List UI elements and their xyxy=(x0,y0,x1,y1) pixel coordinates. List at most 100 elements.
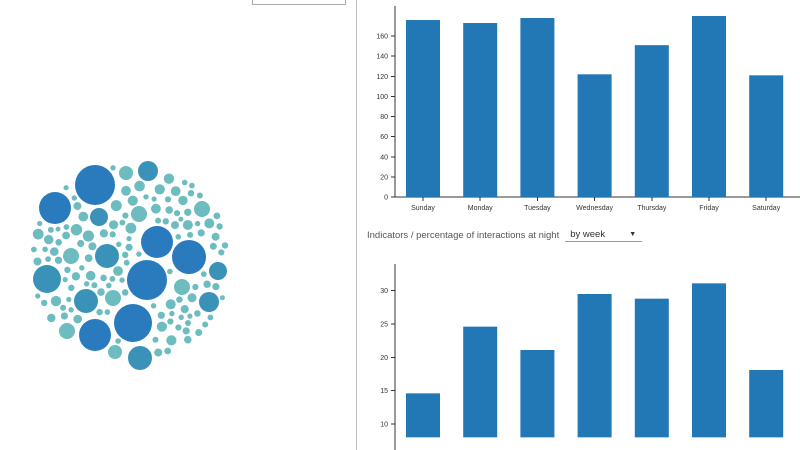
bubble[interactable] xyxy=(41,299,48,307)
bubble-cluster[interactable] xyxy=(0,0,356,450)
bar-monday[interactable] xyxy=(463,326,498,438)
bubble[interactable] xyxy=(219,295,225,301)
bubble[interactable] xyxy=(104,309,111,315)
bubble[interactable] xyxy=(125,243,133,251)
bubble[interactable] xyxy=(204,218,215,229)
bubble[interactable] xyxy=(71,272,81,281)
bubble[interactable] xyxy=(157,311,165,319)
bubble[interactable] xyxy=(136,251,142,257)
bubble[interactable] xyxy=(170,186,181,197)
bubble[interactable] xyxy=(68,284,75,291)
bubble[interactable] xyxy=(63,185,69,191)
bubble[interactable] xyxy=(209,262,227,280)
bubble[interactable] xyxy=(131,206,147,222)
bubble[interactable] xyxy=(180,305,189,314)
bubble[interactable] xyxy=(123,259,130,266)
bubble[interactable] xyxy=(100,274,107,282)
bubble[interactable] xyxy=(122,212,129,219)
bubble[interactable] xyxy=(116,241,122,247)
bubble[interactable] xyxy=(70,224,83,236)
bubble[interactable] xyxy=(71,195,78,201)
bubble[interactable] xyxy=(55,226,61,232)
bubble[interactable] xyxy=(127,260,167,300)
bubble[interactable] xyxy=(84,254,93,262)
bubble[interactable] xyxy=(128,346,152,370)
bubble[interactable] xyxy=(163,173,175,184)
bubble[interactable] xyxy=(62,231,70,240)
bar-sunday[interactable] xyxy=(406,20,440,198)
bubble[interactable] xyxy=(164,347,172,355)
bubble[interactable] xyxy=(176,296,183,303)
bubble[interactable] xyxy=(110,200,122,212)
bubble[interactable] xyxy=(194,220,201,227)
bubble[interactable] xyxy=(115,338,121,344)
bubble[interactable] xyxy=(97,288,105,296)
bubble[interactable] xyxy=(143,194,149,200)
bar-monday[interactable] xyxy=(463,23,498,197)
bubble[interactable] xyxy=(202,321,209,328)
bubble[interactable] xyxy=(82,230,94,242)
bar-sunday[interactable] xyxy=(406,393,440,438)
bubble[interactable] xyxy=(211,232,220,241)
bubble[interactable] xyxy=(125,222,137,234)
bar-tuesday[interactable] xyxy=(520,18,555,198)
bubble[interactable] xyxy=(192,283,199,291)
bubble[interactable] xyxy=(50,295,62,307)
bubble[interactable] xyxy=(32,228,44,240)
bubble[interactable] xyxy=(200,271,207,277)
bubble[interactable] xyxy=(59,323,75,339)
bar-wednesday[interactable] xyxy=(577,294,612,438)
bubble[interactable] xyxy=(207,314,214,321)
bubble[interactable] xyxy=(213,212,221,220)
bubble[interactable] xyxy=(216,223,223,230)
bubble[interactable] xyxy=(187,313,193,319)
bubble[interactable] xyxy=(109,220,119,230)
bar-saturday[interactable] xyxy=(749,75,784,197)
bubble[interactable] xyxy=(189,182,195,189)
bubble[interactable] xyxy=(165,206,173,214)
bubble[interactable] xyxy=(165,299,176,310)
bubble[interactable] xyxy=(79,319,111,351)
bubble[interactable] xyxy=(166,335,177,346)
bubble[interactable] xyxy=(68,307,74,313)
bubble[interactable] xyxy=(119,277,125,283)
bubble[interactable] xyxy=(169,310,175,317)
bubble[interactable] xyxy=(195,329,203,336)
bar-thursday[interactable] xyxy=(634,298,669,438)
bubble[interactable] xyxy=(121,185,131,196)
bubble[interactable] xyxy=(178,314,184,320)
bubble[interactable] xyxy=(221,242,229,249)
bubble[interactable] xyxy=(99,229,108,238)
bubble[interactable] xyxy=(106,282,112,289)
bubble[interactable] xyxy=(33,257,42,266)
bubble[interactable] xyxy=(78,211,89,222)
bubble[interactable] xyxy=(187,231,194,238)
bubble[interactable] xyxy=(47,313,56,323)
bubble[interactable] xyxy=(199,292,219,312)
bubble[interactable] xyxy=(184,335,192,344)
bubble[interactable] xyxy=(39,192,71,224)
bubble[interactable] xyxy=(63,248,79,264)
bar-saturday[interactable] xyxy=(749,370,784,438)
bubble[interactable] xyxy=(50,247,59,256)
bubble[interactable] xyxy=(114,304,152,342)
bubble[interactable] xyxy=(35,293,41,299)
bubble[interactable] xyxy=(109,276,116,282)
bubble[interactable] xyxy=(33,265,61,293)
bubble[interactable] xyxy=(209,242,217,250)
bubble[interactable] xyxy=(105,290,121,306)
bubble[interactable] xyxy=(167,318,174,325)
bubble[interactable] xyxy=(37,220,43,227)
bubble[interactable] xyxy=(79,265,85,271)
bubble[interactable] xyxy=(47,226,54,233)
bubble[interactable] xyxy=(73,314,82,324)
bar-friday[interactable] xyxy=(692,16,726,197)
bubble[interactable] xyxy=(126,236,132,242)
bubble[interactable] xyxy=(194,310,201,317)
bubble[interactable] xyxy=(134,180,145,192)
bubble[interactable] xyxy=(203,280,211,288)
bubble[interactable] xyxy=(187,190,195,197)
bubble[interactable] xyxy=(74,289,98,313)
bubble[interactable] xyxy=(45,256,51,262)
bubble[interactable] xyxy=(42,246,48,253)
